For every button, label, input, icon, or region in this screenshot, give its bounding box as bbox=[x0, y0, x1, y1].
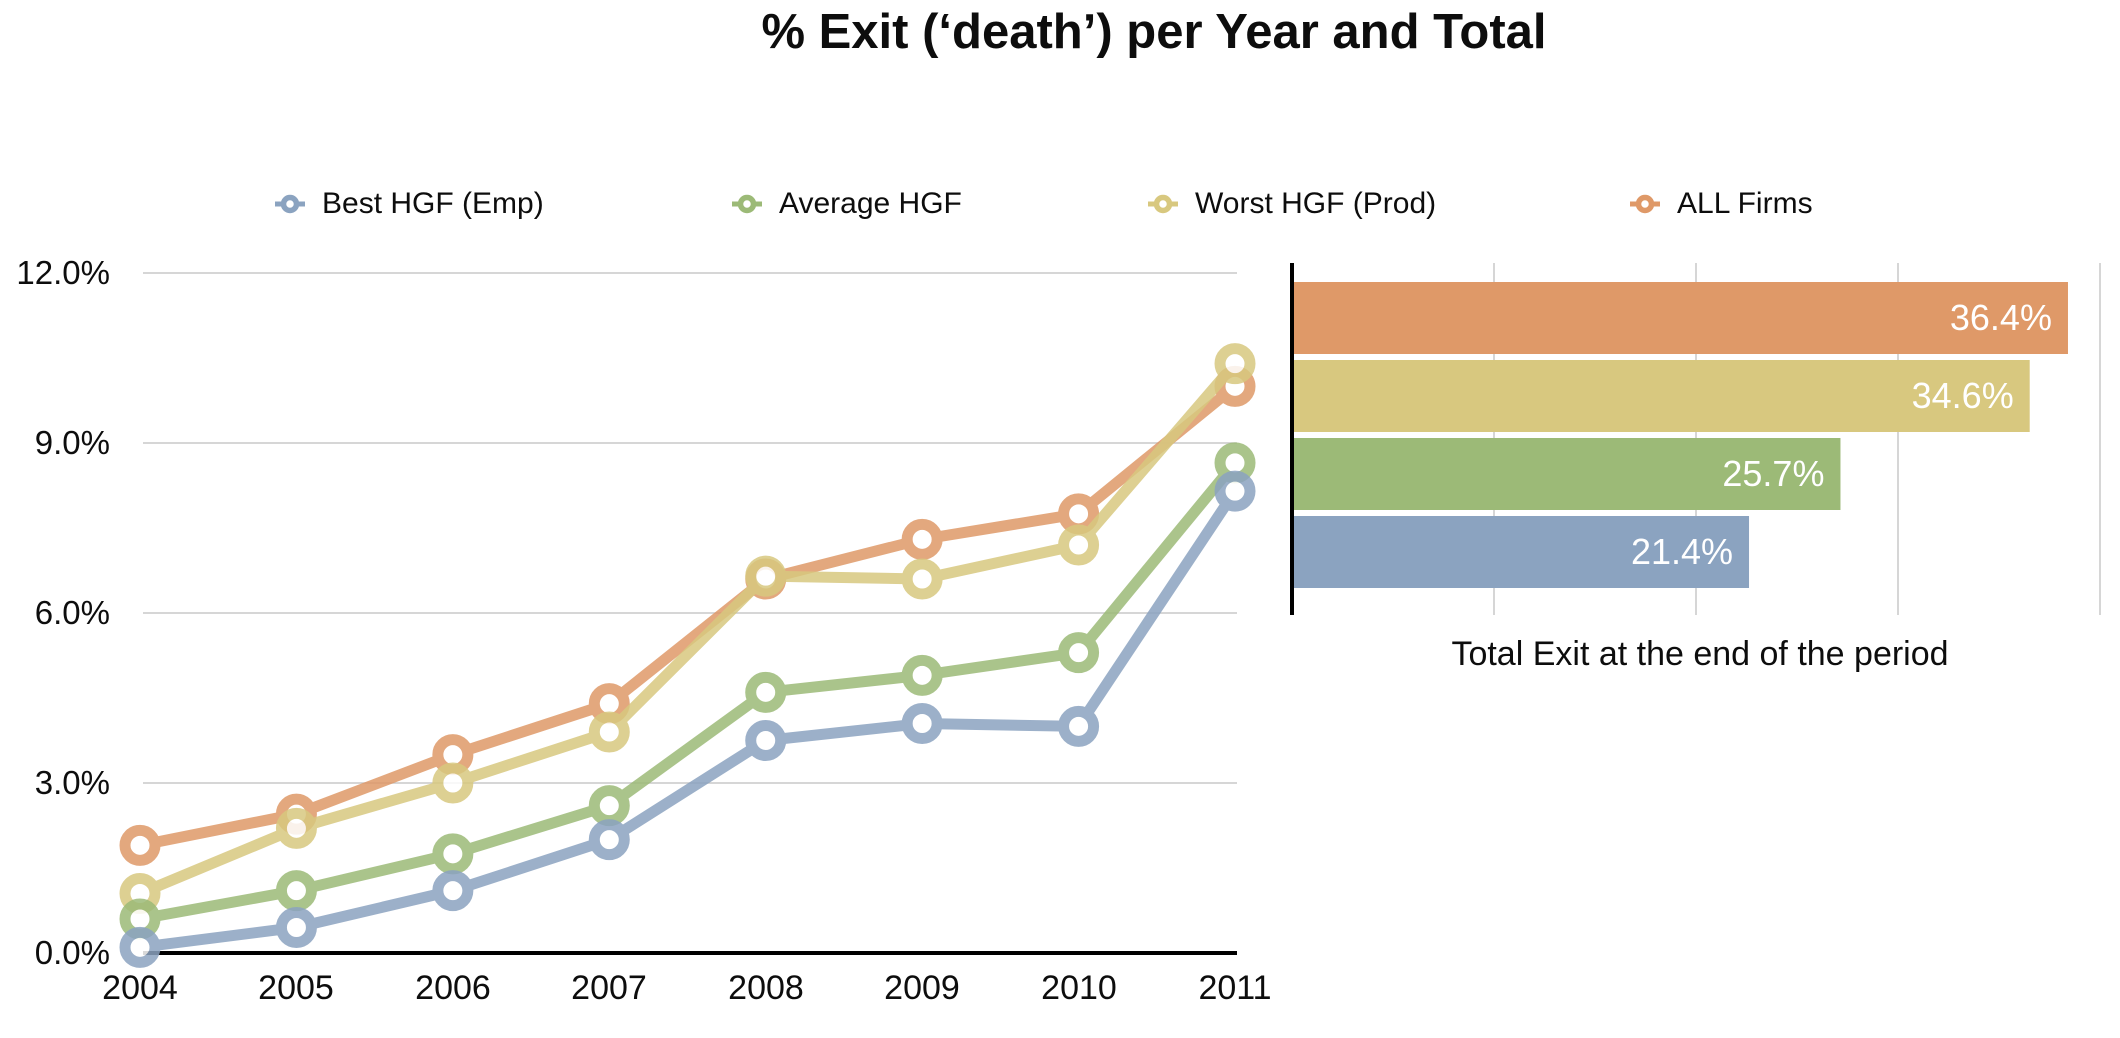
bar-average-hgf bbox=[1294, 438, 1841, 510]
x-axis-tick-label: 2005 bbox=[258, 969, 334, 1007]
data-point-best-hgf-emp bbox=[745, 719, 787, 761]
data-point-best-hgf-emp bbox=[588, 819, 630, 861]
series-best-hgf-emp bbox=[119, 470, 1256, 968]
y-axis-tick-label: 12.0% bbox=[16, 254, 110, 291]
bar-value-label: 25.7% bbox=[1722, 453, 1825, 494]
data-point-best-hgf-emp bbox=[901, 702, 943, 744]
legend-item-best-hgf-emp: Best HGF (Emp) bbox=[273, 186, 544, 222]
y-axis-tick-label: 6.0% bbox=[34, 594, 110, 631]
data-point-average-hgf bbox=[588, 785, 630, 827]
data-point-worst-hgf-prod bbox=[1214, 343, 1256, 385]
legend-item-label: ALL Firms bbox=[1677, 187, 1813, 220]
x-axis-tick-label: 2007 bbox=[571, 969, 647, 1007]
bar-chart-caption: Total Exit at the end of the period bbox=[1451, 635, 1949, 673]
page-title: % Exit (‘death’) per Year and Total bbox=[761, 5, 1547, 59]
data-point-worst-hgf-prod bbox=[275, 807, 317, 849]
data-point-average-hgf bbox=[745, 671, 787, 713]
data-point-average-hgf bbox=[901, 654, 943, 696]
x-axis-tick-label: 2011 bbox=[1198, 969, 1272, 1007]
bar-value-label: 36.4% bbox=[1949, 297, 2052, 338]
data-point-average-hgf bbox=[275, 870, 317, 912]
series-line-worst-hgf-prod bbox=[137, 360, 1240, 899]
line-marker-icon bbox=[275, 194, 305, 214]
data-point-average-hgf bbox=[432, 833, 474, 875]
x-axis-tick-label: 2004 bbox=[102, 969, 178, 1007]
legend-item-label: Average HGF bbox=[779, 187, 962, 220]
series-average-hgf bbox=[119, 442, 1256, 940]
data-point-best-hgf-emp bbox=[1214, 470, 1256, 512]
data-point-worst-hgf-prod bbox=[432, 762, 474, 804]
x-axis-tick-label: 2010 bbox=[1041, 969, 1117, 1007]
data-point-worst-hgf-prod bbox=[1058, 524, 1100, 566]
line-marker-icon bbox=[732, 194, 762, 214]
data-point-worst-hgf-prod bbox=[588, 711, 630, 753]
data-point-worst-hgf-prod bbox=[901, 558, 943, 600]
x-axis-tick-label: 2008 bbox=[728, 969, 804, 1007]
bar-value-label: 34.6% bbox=[1911, 375, 2014, 416]
series-line-average-hgf bbox=[139, 459, 1240, 925]
x-axis-tick-label: 2009 bbox=[884, 969, 960, 1007]
data-point-best-hgf-emp bbox=[275, 906, 317, 948]
legend-item-average-hgf: Average HGF bbox=[730, 186, 962, 222]
x-axis-tick-label: 2006 bbox=[415, 969, 491, 1007]
legend-item-all-firms: ALL Firms bbox=[1628, 186, 1813, 222]
data-point-best-hgf-emp bbox=[119, 926, 161, 968]
legend-item-label: Worst HGF (Prod) bbox=[1195, 187, 1437, 220]
bar-worst-hgf-prod bbox=[1294, 360, 2030, 432]
bar-value-label: 21.4% bbox=[1630, 531, 1734, 572]
bar-best-hgf-emp bbox=[1294, 516, 1750, 588]
series-line-best-hgf-emp bbox=[139, 488, 1240, 953]
data-point-all-firms bbox=[1058, 493, 1100, 535]
y-axis-tick-label: 0.0% bbox=[34, 934, 110, 971]
y-axis-tick-label: 3.0% bbox=[34, 764, 110, 801]
legend-item-label: Best HGF (Emp) bbox=[322, 187, 544, 220]
data-point-best-hgf-emp bbox=[1058, 705, 1100, 747]
line-marker-icon bbox=[1148, 194, 1178, 214]
legend-item-worst-hgf-prod: Worst HGF (Prod) bbox=[1146, 186, 1436, 222]
bar-all-firms bbox=[1294, 282, 2068, 354]
data-point-average-hgf bbox=[1058, 632, 1100, 674]
data-point-all-firms bbox=[901, 518, 943, 560]
series-worst-hgf-prod bbox=[119, 343, 1256, 914]
y-axis-tick-label: 9.0% bbox=[34, 424, 110, 461]
line-marker-icon bbox=[1630, 194, 1660, 214]
data-point-best-hgf-emp bbox=[432, 870, 474, 912]
data-point-all-firms bbox=[119, 824, 161, 866]
series-line-all-firms bbox=[138, 382, 1239, 851]
data-point-worst-hgf-prod bbox=[745, 555, 787, 597]
